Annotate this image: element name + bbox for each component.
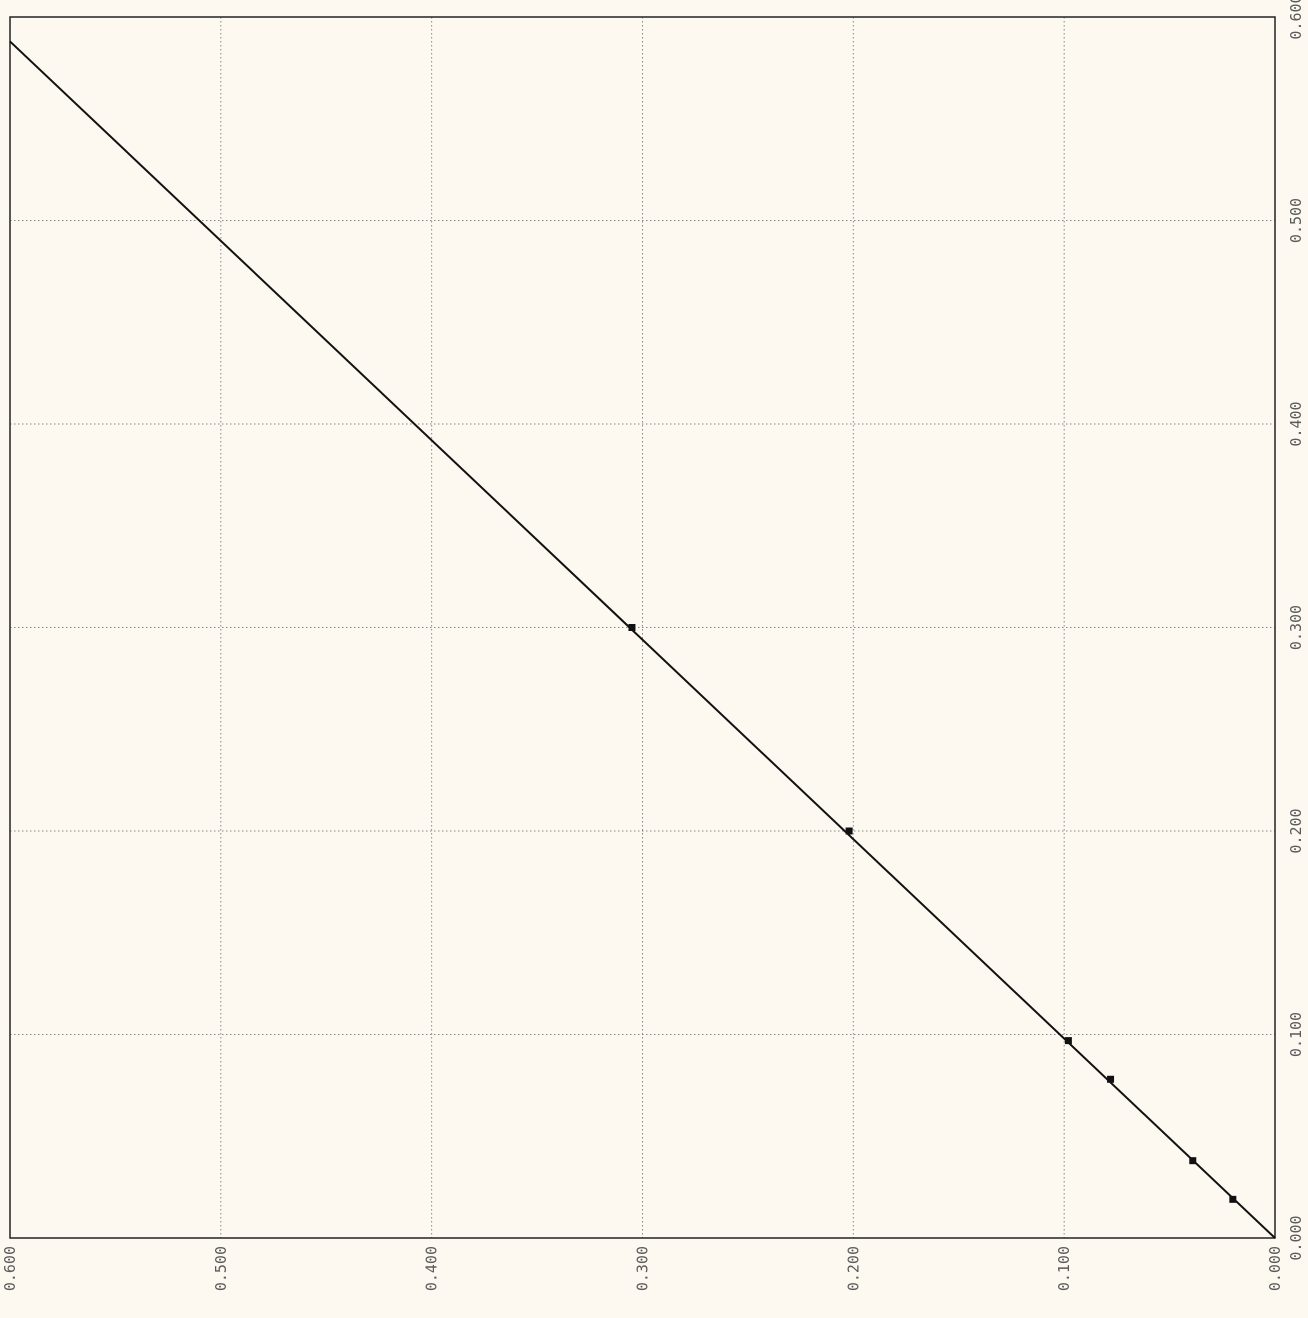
y-tick-label-2: 0.200	[1287, 808, 1305, 853]
data-point-1	[845, 827, 853, 835]
x-tick-label-0: 0.600	[1, 1246, 19, 1291]
y-tick-label-3: 0.300	[1287, 605, 1305, 650]
y-tick-label-0: 0.000	[1287, 1215, 1305, 1260]
x-tick-label-2: 0.400	[423, 1246, 441, 1291]
data-point-3	[1107, 1075, 1115, 1083]
x-tick-label-1: 0.500	[212, 1246, 230, 1291]
y-axis-tick-labels: 0.000 0.100 0.200 0.300 0.400 0.500 0.600	[1287, 0, 1305, 1261]
y-tick-label-4: 0.400	[1287, 401, 1305, 446]
data-point-2	[1064, 1037, 1072, 1045]
x-axis-tick-labels: 0.600 0.500 0.400 0.300 0.200 0.100 0.000	[1, 1246, 1284, 1291]
x-tick-label-4: 0.200	[844, 1246, 862, 1291]
series-line-0	[9, 40, 1276, 1239]
y-tick-label-5: 0.500	[1287, 198, 1305, 243]
x-tick-label-6: 0.000	[1266, 1246, 1284, 1291]
plot-frame	[9, 16, 1276, 1239]
data-point-0	[628, 624, 636, 631]
x-tick-label-3: 0.300	[634, 1246, 652, 1291]
x-tick-label-5: 0.100	[1055, 1246, 1073, 1291]
data-point-4	[1189, 1157, 1197, 1165]
y-tick-label-6: 0.600	[1287, 0, 1305, 40]
data-point-5	[1229, 1195, 1237, 1203]
series-layer	[9, 40, 1276, 1239]
y-tick-label-1: 0.100	[1287, 1012, 1305, 1057]
